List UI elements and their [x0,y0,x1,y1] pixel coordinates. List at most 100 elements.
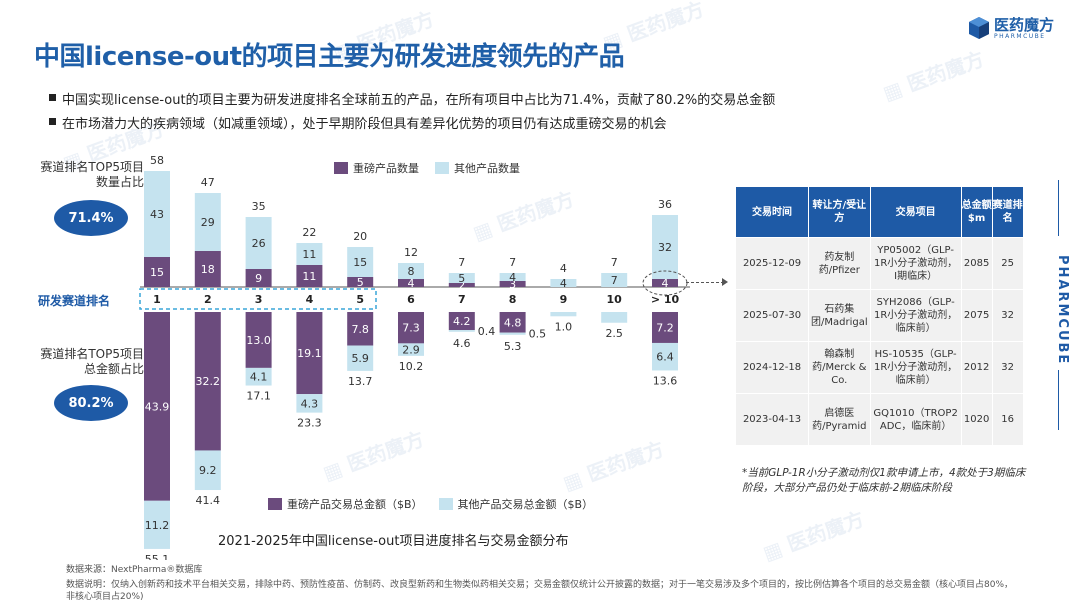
stage-rank-label: 研发赛道排名 [38,294,111,308]
table-row: 2025-12-09 药友制药/Pfizer YP05002（GLP-1R小分子… [735,237,1024,290]
label-amount-total: 13.7 [348,375,373,388]
bar-other-count [448,273,475,283]
category-label: 3 [255,293,263,306]
label-count-total: 7 [509,256,516,269]
top5-amount-label-line1: 赛道排名TOP5项目 [40,347,144,361]
bar-major-count [448,283,475,287]
bar-major-amount [296,312,323,395]
label-other-count: 32 [658,241,672,254]
bar-major-count [499,281,526,287]
label-major-count: 4 [408,277,415,290]
cube-logo-icon [969,17,989,39]
label-count-total: 20 [353,230,367,243]
category-label: 4 [306,293,314,306]
bar-major-amount [448,312,475,331]
label-other-count: 5 [458,272,465,285]
watermark: ▦ 医药魔方 [879,46,988,106]
bar-other-count [194,193,221,251]
logo-name: 医药魔方 [994,15,1055,34]
bar-major-amount [144,312,170,501]
footer-desc-1: 数据说明：仅纳入创新药和技术平台相关交易，排除中药、预防性疫苗、仿制药、改良型新… [66,580,1014,590]
cell-amount: 2012 [960,341,993,394]
table-note: *当前GLP-1R小分子激动剂仅1款申请上市，4款处于3期临床阶段，大部分产品仍… [742,467,1026,494]
label-other-count: 26 [252,237,266,250]
category-label: 5 [356,293,364,306]
brand-logo: 医药魔方 PHARMCUBE [968,16,1054,40]
table-row: 2024-12-18 翰森制药/Merck & Co. HS-10535（GLP… [735,341,1024,394]
label-amount-total: 41.4 [196,494,221,507]
label-major-count: 11 [302,270,316,283]
bar-major-count [652,279,678,287]
footer-source: 数据来源：NextPharma®数据库 [66,565,203,575]
cell-amount: 1020 [960,393,993,446]
label-amount-total: 4.6 [453,337,471,350]
label-major-amount: 4.2 [453,315,471,328]
bar-other-amount [398,343,424,356]
label-major-count: 15 [150,266,164,279]
bar-other-amount [144,500,170,549]
bar-other-amount [601,312,628,323]
bar-major-amount [398,312,424,344]
deals-table: 交易时间 转让方/受让方 交易项目 总金额$m 赛道排名 2025-12-09 … [735,186,1024,446]
category-label: 10 [607,293,623,306]
label-amount-total: 23.3 [297,417,322,430]
label-other-amount: 2.9 [402,344,420,357]
callout-arrow-icon [722,278,728,286]
cell-date: 2023-04-13 [735,393,809,446]
category-label: 7 [458,293,466,306]
label-count-total: 35 [252,200,266,213]
label-major-amount: 4.8 [504,316,522,329]
highlight-ellipse [642,270,688,296]
label-count-total: 22 [302,226,316,239]
label-other-amount: 6.4 [656,351,674,364]
label-amount-total: 2.5 [605,327,623,340]
top5-count-pct-badge: 71.4% [54,200,128,236]
label-major-amount: 7.2 [656,321,674,334]
cell-rank: 16 [991,393,1024,446]
deals-table-wrap: 交易时间 转让方/受让方 交易项目 总金额$m 赛道排名 2025-12-09 … [735,186,1024,446]
cell-amount: 2085 [960,237,993,290]
legend-major-count: 重磅产品数量 [353,162,419,175]
label-other-count: 15 [353,256,367,269]
legend-swatch-major-count [334,162,348,174]
page-title: 中国license-out的项目主要为研发进度领先的产品 [34,42,625,72]
table-row: 2023-04-13 启德医药/Pyramid GQ1010（TROP2 ADC… [735,393,1024,446]
legend-swatch-major-amount [268,498,282,510]
bar-other-amount [296,394,323,413]
category-label: > 10 [651,293,680,306]
label-count-total: 47 [201,176,215,189]
bar-other-count [499,273,526,281]
bar-major-count [296,265,323,287]
bullet-1: 中国实现license-out的项目主要为研发进度排名全球前五的产品，在所有项目… [48,89,775,108]
label-major-amount: 43.9 [145,400,170,413]
th-project: 交易项目 [869,186,962,238]
cell-date: 2025-07-30 [735,289,809,342]
label-amount-total: 55.1 [145,553,170,560]
bar-major-count [398,279,424,287]
bar-other-count [398,263,424,279]
bar-major-amount [245,312,272,368]
label-other-amount: 0.4 [478,325,496,338]
label-amount-total: 17.1 [246,390,271,403]
bar-other-amount [347,345,374,371]
legend-amount: 重磅产品交易总金额（$B） 其他产品交易总金额（$B） [268,496,593,512]
cell-parties: 启德医药/Pyramid [808,393,871,446]
bar-other-count [550,279,577,287]
legend-count: 重磅产品数量 其他产品数量 [334,160,520,176]
label-count-total: 12 [404,246,418,259]
label-major-amount: 7.8 [351,323,369,336]
legend-swatch-other-count [435,162,449,174]
watermark: ▦ 医药魔方 [759,506,868,566]
top5-highlight-box [139,288,377,310]
cell-amount: 2075 [960,289,993,342]
top5-amount-pct-badge: 80.2% [54,385,128,421]
label-amount-total: 13.6 [653,374,678,387]
cell-project: SYH2086（GLP-1R小分子激动剂，临床前） [869,289,962,342]
label-major-amount: 7.3 [402,322,420,335]
bar-other-count [347,247,374,277]
cell-project: YP05002（GLP-1R小分子激动剂，I期临床） [869,237,962,290]
label-other-count: 4 [560,277,567,290]
bar-major-count [144,257,170,287]
footer-desc-2: 非核心项目占20%) [66,592,144,602]
bullet-2: 在市场潜力大的疾病领域（如减重领域），处于早期阶段但具有差异化优势的项目仍有达成… [49,113,667,132]
